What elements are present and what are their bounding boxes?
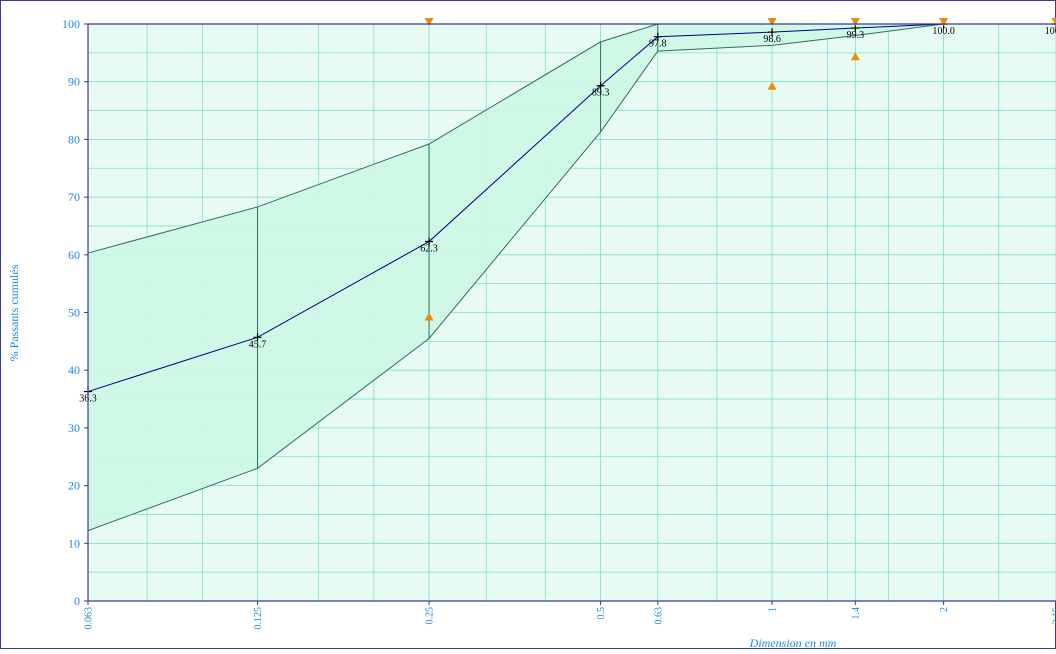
- y-tick-label: 20: [68, 479, 80, 493]
- point-value-label: 89.3: [592, 88, 610, 99]
- y-tick-label: 100: [62, 17, 80, 31]
- x-tick-label: 0.063: [84, 607, 95, 630]
- y-tick-label: 40: [68, 363, 80, 377]
- y-tick-label: 80: [68, 132, 80, 146]
- x-axis-label: Dimension en mm: [749, 636, 837, 649]
- y-tick-label: 70: [68, 190, 80, 204]
- y-tick-label: 50: [68, 306, 80, 320]
- y-tick-label: 30: [68, 421, 80, 435]
- x-tick-label: 0.63: [653, 607, 664, 625]
- point-value-label: 99.3: [847, 30, 865, 41]
- point-value-label: 100.0: [1045, 26, 1056, 37]
- x-tick-label: 2: [939, 607, 950, 612]
- y-axis-label: % Passants cumulés: [7, 264, 21, 361]
- point-value-label: 45.7: [249, 339, 267, 350]
- y-tick-label: 10: [68, 536, 80, 550]
- point-value-label: 100.0: [932, 26, 955, 37]
- x-tick-label: 0.25: [425, 607, 436, 625]
- point-value-label: 98.6: [763, 34, 781, 45]
- point-value-label: 97.8: [649, 39, 667, 50]
- x-tick-label: 1.4: [851, 607, 862, 620]
- x-tick-label: 0.125: [253, 607, 264, 630]
- x-tick-label: 1: [768, 607, 779, 612]
- y-tick-label: 90: [68, 75, 80, 89]
- y-tick-label: 60: [68, 248, 80, 262]
- x-tick-label: 0.5: [596, 607, 607, 620]
- point-value-label: 62.3: [420, 244, 438, 255]
- x-tick-label: 3.15: [1052, 607, 1056, 625]
- y-tick-label: 0: [74, 594, 80, 608]
